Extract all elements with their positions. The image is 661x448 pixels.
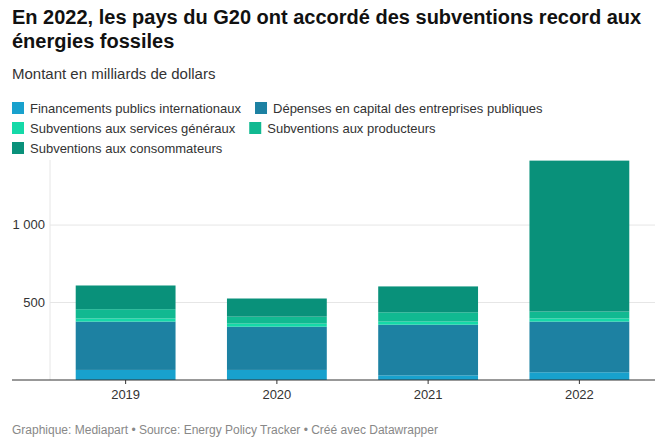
x-tick-label: 2022 (565, 387, 594, 402)
legend-item: Subventions aux producteurs (249, 121, 436, 136)
legend-item: Subventions aux consommateurs (12, 141, 223, 156)
title: En 2022, les pays du G20 ont accordé des… (12, 6, 641, 52)
source: Graphique: Mediapart • Source: Energy Po… (12, 423, 438, 437)
bar-segment (529, 372, 629, 380)
title-line: En 2022, les pays du G20 ont accordé des… (12, 6, 641, 28)
bar-segment (76, 370, 176, 380)
legend-swatch (12, 102, 24, 114)
x-axis-line (12, 380, 655, 381)
legend-label: Financements publics internationaux (30, 101, 242, 116)
bar-segment (76, 322, 176, 370)
bar-segment (378, 312, 478, 321)
y-tick-label: 1 000 (12, 217, 45, 232)
bar-segment (378, 322, 478, 325)
x-tick (428, 380, 429, 384)
subtitle: Montant en milliards de dollars (12, 65, 215, 82)
x-tick-label: 2019 (111, 387, 140, 402)
y-tick-label: 500 (23, 295, 45, 310)
legend-label: Dépenses en capital des entreprises publ… (273, 101, 543, 116)
legend-label: Subventions aux producteurs (267, 121, 436, 136)
bar-segment (378, 286, 478, 312)
bar-segment (529, 322, 629, 373)
y-axis-line (50, 160, 51, 380)
bar-segment (227, 299, 327, 317)
bar-segment (529, 318, 629, 321)
legend-swatch (12, 142, 24, 154)
x-tick (276, 380, 277, 384)
x-tick-label: 2020 (262, 387, 291, 402)
bar-segment (76, 318, 176, 321)
legend-item: Subventions aux services généraux (12, 121, 236, 136)
legend-label: Subventions aux services généraux (30, 121, 236, 136)
legend-label: Subventions aux consommateurs (30, 141, 223, 156)
bar-segment (378, 375, 478, 380)
bar-segment (227, 370, 327, 380)
chart: En 2022, les pays du G20 ont accordé des… (0, 0, 661, 448)
bar-segment (76, 285, 176, 309)
x-tick (125, 380, 126, 384)
legend-item: Dépenses en capital des entreprises publ… (255, 101, 543, 116)
bar-segment (76, 309, 176, 318)
bar-segment (227, 327, 327, 370)
legend-swatch (12, 122, 24, 134)
legend-swatch (249, 122, 261, 134)
bars (76, 161, 630, 380)
bar-segment (529, 312, 629, 319)
legend-swatch (255, 102, 267, 114)
bar-segment (227, 317, 327, 324)
legend-item: Financements publics internationaux (12, 101, 242, 116)
x-tick-label: 2021 (414, 387, 443, 402)
title-line: énergies fossiles (12, 30, 174, 52)
bar-segment (227, 324, 327, 327)
bar-segment (529, 161, 629, 312)
bar-segment (378, 325, 478, 376)
x-tick (579, 380, 580, 384)
